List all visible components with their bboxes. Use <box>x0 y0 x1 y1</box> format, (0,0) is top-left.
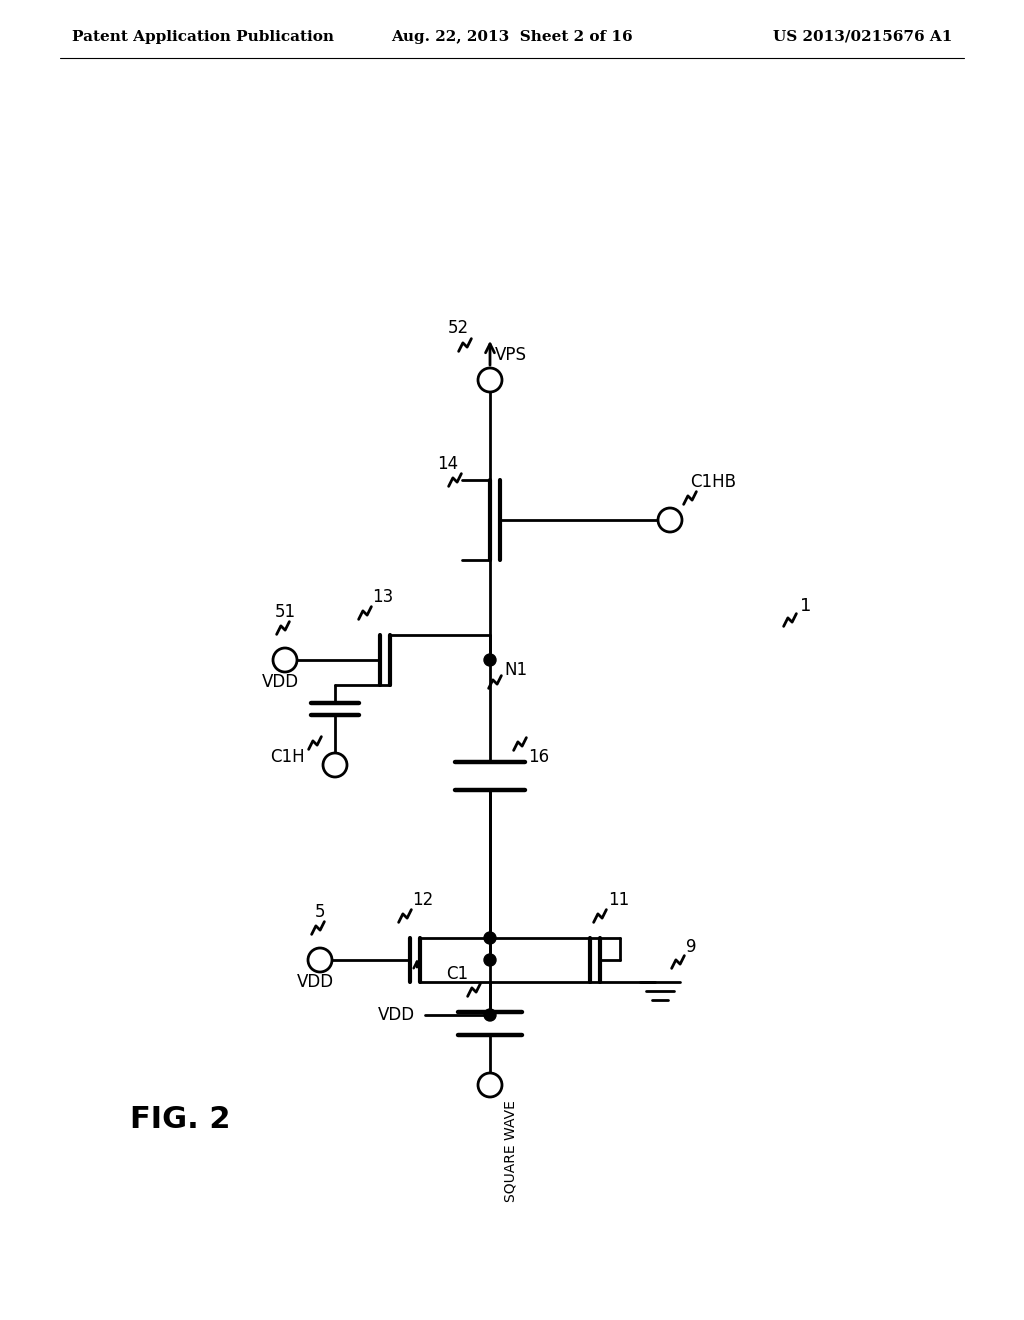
Text: VDD: VDD <box>261 673 299 690</box>
Text: 16: 16 <box>528 748 549 766</box>
Text: 14: 14 <box>437 455 459 473</box>
Text: C1: C1 <box>445 965 468 983</box>
Circle shape <box>478 368 502 392</box>
Text: C1H: C1H <box>270 748 305 766</box>
Circle shape <box>484 653 496 667</box>
Text: Aug. 22, 2013  Sheet 2 of 16: Aug. 22, 2013 Sheet 2 of 16 <box>391 30 633 44</box>
Circle shape <box>273 648 297 672</box>
Text: C1HB: C1HB <box>690 473 736 491</box>
Circle shape <box>478 1073 502 1097</box>
Circle shape <box>484 1008 496 1020</box>
Text: 5: 5 <box>314 903 326 921</box>
Text: US 2013/0215676 A1: US 2013/0215676 A1 <box>773 30 952 44</box>
Text: 9: 9 <box>686 939 696 956</box>
Text: VDD: VDD <box>296 973 334 991</box>
Text: VPS: VPS <box>495 346 527 364</box>
Text: 11: 11 <box>608 891 630 909</box>
Text: N1: N1 <box>504 661 527 678</box>
Circle shape <box>484 932 496 944</box>
Text: FIG. 2: FIG. 2 <box>130 1106 230 1134</box>
Circle shape <box>323 752 347 777</box>
Text: 1: 1 <box>800 597 811 615</box>
Text: 52: 52 <box>447 319 469 337</box>
Text: 12: 12 <box>412 891 433 909</box>
Circle shape <box>658 508 682 532</box>
Text: 51: 51 <box>274 603 296 620</box>
Text: 13: 13 <box>372 587 393 606</box>
Text: VDD: VDD <box>378 1006 415 1024</box>
Circle shape <box>308 948 332 972</box>
Text: SQUARE WAVE: SQUARE WAVE <box>504 1100 518 1203</box>
Circle shape <box>484 954 496 966</box>
Text: Patent Application Publication: Patent Application Publication <box>72 30 334 44</box>
